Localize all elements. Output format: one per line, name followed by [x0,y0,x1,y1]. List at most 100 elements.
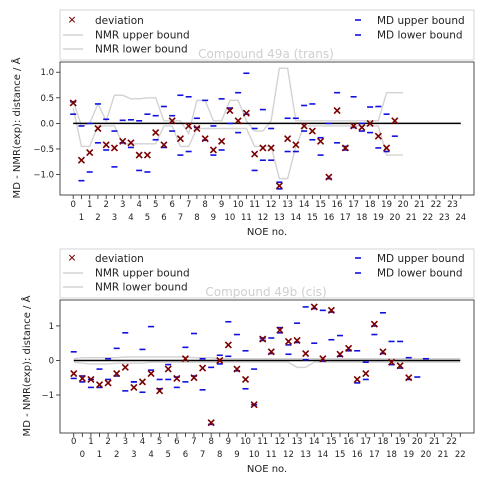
chart-1-nmr-bounds [72,67,404,180]
chart-2-plot-area [59,299,475,434]
x-tick-label: 13 [274,213,285,223]
x-tick-label: 23 [439,213,450,223]
deviation-point [135,151,143,159]
x-tick-label: 12 [257,213,268,223]
x-tick-label: 24 [455,213,466,223]
x-tick-label: 19 [395,437,406,447]
x-tick-label: 16 [332,200,343,210]
deviation-point [370,320,378,328]
x-tick-label: 18 [356,213,367,223]
x-tick-label: 1 [97,450,102,460]
x-tick-label: 3 [120,200,125,210]
deviation-point [218,137,226,145]
x-tick-label: 22 [431,200,442,210]
x-tick-label: 5 [157,437,162,447]
deviation-point [77,156,86,164]
x-tick-label: 16 [323,213,334,223]
x-tick-label: 16 [343,437,354,447]
x-tick-label: 10 [233,200,244,210]
y-tick-label: −0.5 [33,145,54,155]
deviation-point [366,119,374,127]
legend-md-upper-label: MD upper bound [377,15,465,27]
x-tick-label: 17 [369,450,380,460]
deviation-point [95,381,104,389]
nmr-lower-bound-line [73,361,461,369]
deviation-point [207,419,215,427]
chart-1-y-ticks: −1.0 −0.5 0.0 0.5 1.0 [33,68,60,181]
x-tick-label: 11 [241,213,252,223]
x-tick-label: 6 [161,213,166,223]
deviation-point [102,141,110,149]
chart-2-deviation-points [70,303,413,427]
y-tick-label: 0 [49,356,54,366]
chart-1-y-axis-label: MD - NMR(exp): distance / Å [10,57,23,198]
x-tick-label: 18 [378,437,389,447]
legend-md-lower-label: MD lower bound [377,268,463,280]
x-tick-label: 23 [447,200,458,210]
y-tick-label: −1 [41,391,54,401]
x-tick-label: 3 [123,437,128,447]
deviation-point [391,117,399,125]
x-tick-label: 4 [128,213,133,223]
x-tick-label: 7 [191,437,196,447]
x-tick-label: 20 [398,200,409,210]
x-tick-label: 14 [309,437,320,447]
x-tick-label: 15 [326,437,337,447]
deviation-point [233,365,241,373]
deviation-point [94,124,102,133]
nmr-upper-bound-line [72,67,404,136]
x-tick-label: 15 [335,450,346,460]
chart-1-title: Compound 49a (trans) [198,47,334,61]
deviation-point [173,374,181,382]
deviation-point [374,132,382,140]
x-tick-label: 11 [257,437,268,447]
deviation-point [336,350,344,358]
legend-panel-1: ✕ deviation NMR upper bound NMR lower bo… [59,9,475,61]
nmr-upper-bound-line [73,356,461,360]
legend-panel-2: ✕ deviation NMR upper bound NMR lower bo… [59,248,475,299]
deviation-point [152,129,160,137]
x-tick-label: 0 [80,450,85,460]
chart-2-nmr-bounds [73,356,461,369]
x-tick-label: 7 [200,450,205,460]
x-tick-label: 16 [352,450,363,460]
legend-nmr-upper-label: NMR upper bound [95,30,190,42]
deviation-point [113,370,121,378]
y-tick-label: 1 [49,322,54,332]
x-tick-label: 8 [217,450,222,460]
deviation-point [353,375,361,384]
nmr-lower-bound-line [72,107,404,180]
x-tick-label: 17 [360,437,371,447]
x-tick-label: 22 [455,450,466,460]
deviation-point [292,141,300,149]
x-tick-label: 6 [183,450,188,460]
deviation-point [275,182,283,190]
x-tick-label: 5 [145,213,150,223]
x-tick-label: 22 [446,437,457,447]
x-tick-label: 3 [112,213,117,223]
x-tick-label: 7 [186,200,191,210]
deviation-point [259,335,267,343]
deviation-point [201,135,209,143]
x-tick-label: 14 [290,213,301,223]
x-tick-label: 19 [381,200,392,210]
x-tick-label: 6 [169,200,174,210]
deviation-point [104,379,112,387]
y-tick-label: 0.0 [40,119,54,129]
legend-deviation-label: deviation [95,15,144,27]
x-tick-label: 20 [412,437,423,447]
x-tick-label: 14 [299,200,310,210]
deviation-point [199,364,207,372]
x-tick-label: 8 [202,200,207,210]
x-tick-label: 8 [194,213,199,223]
x-tick-label: 9 [234,450,239,460]
x-tick-label: 17 [348,200,359,210]
x-tick-label: 14 [317,450,328,460]
deviation-point [193,124,201,133]
legend-frame [59,9,475,61]
x-tick-label: 2 [105,437,110,447]
deviation-point [327,306,335,314]
deviation-point [383,144,391,152]
chart-1-plot-area [59,61,475,196]
